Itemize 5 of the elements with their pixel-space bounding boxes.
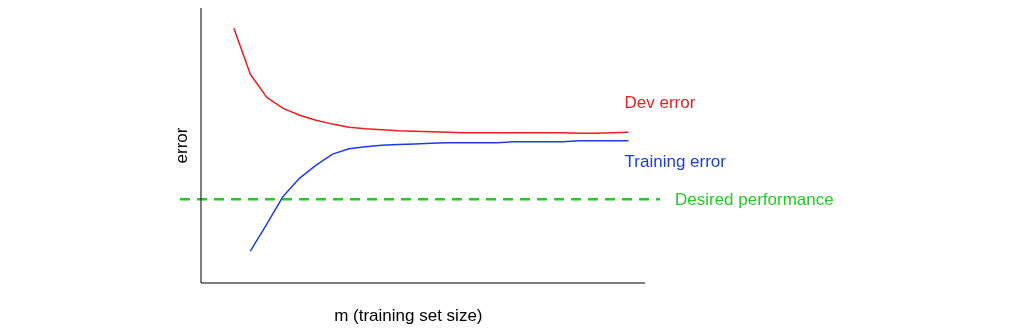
series-label: Dev error [624,93,696,113]
y-axis-title: error [172,127,191,164]
ref-line-label: Desired performance [675,190,834,210]
series-label: Training error [624,151,727,171]
x-axis-title: m (training set size) [334,306,483,325]
